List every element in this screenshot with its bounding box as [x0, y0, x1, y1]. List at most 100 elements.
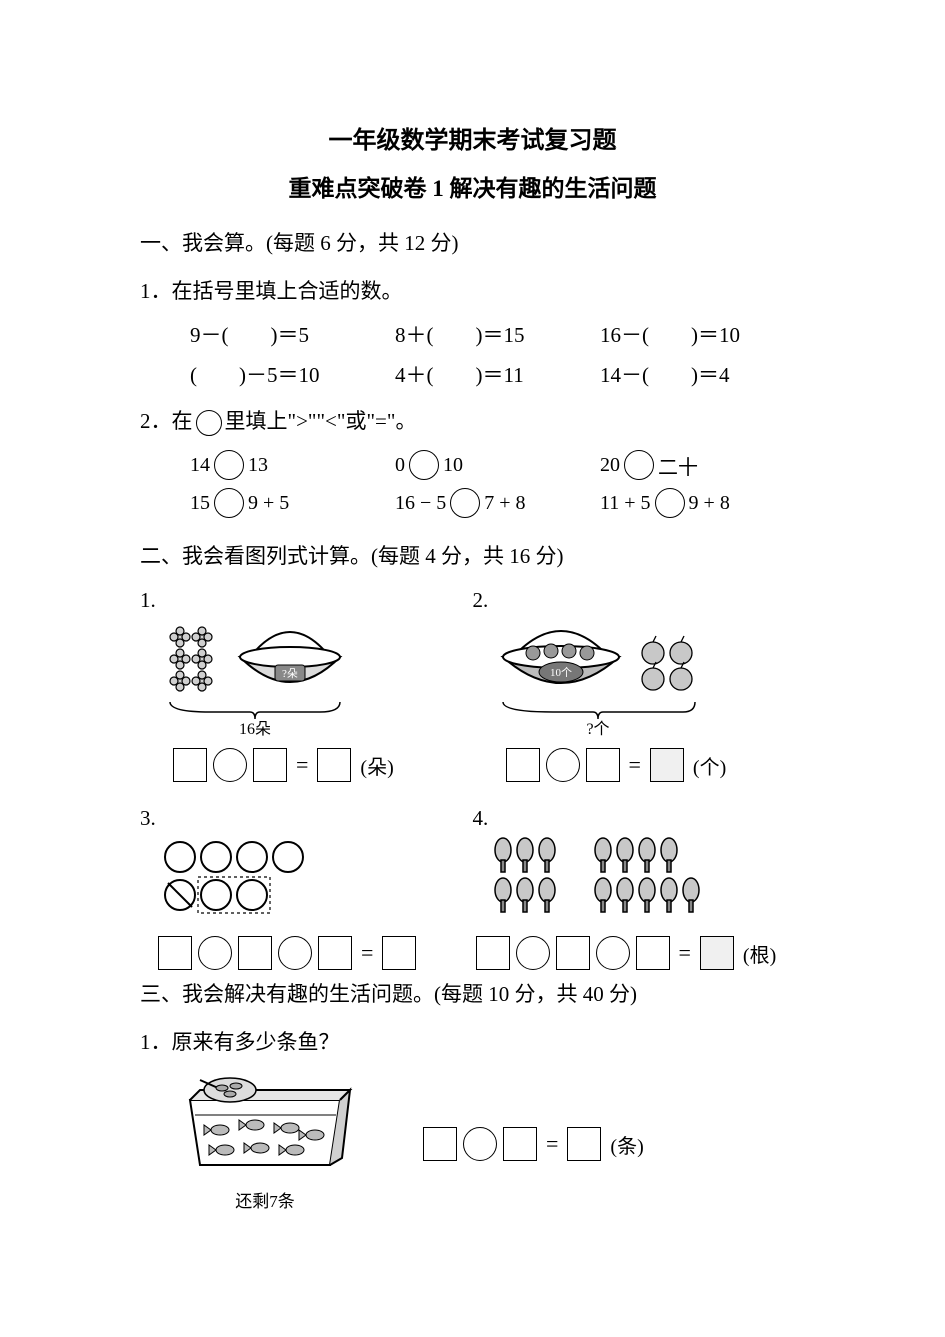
cmp-r: 10	[443, 454, 463, 477]
s1-q2-label: 2．在 里填上">""<"或"="。	[140, 405, 805, 436]
operator-circle[interactable]	[463, 1127, 497, 1161]
operator-circle[interactable]	[278, 936, 312, 970]
equals-sign: =	[296, 752, 308, 778]
equals-sign: =	[679, 940, 691, 966]
s2-row1: 1.	[140, 588, 805, 782]
svg-text:?个: ?个	[586, 720, 609, 737]
s1-q2-post: 里填上">""<"或"="。	[225, 409, 417, 433]
compare-row: 14 13 0 10 20 二十	[190, 450, 805, 480]
eq-cell: 14－( )＝4	[600, 359, 805, 389]
unit-label: (根)	[743, 939, 776, 968]
answer-box[interactable]	[173, 748, 207, 782]
figure-apples-basket: 10个 ?个	[473, 617, 806, 742]
q-number: 1.	[140, 588, 156, 613]
compare-cell: 14 13	[190, 450, 395, 480]
answer-box[interactable]	[318, 936, 352, 970]
answer-box[interactable]	[636, 936, 670, 970]
equation-line: = (条)	[360, 1127, 644, 1161]
eq-cell: 4＋( )＝11	[395, 359, 600, 389]
answer-box[interactable]	[650, 748, 684, 782]
eq-cell: 9－( )＝5	[190, 319, 395, 349]
s2-q4: 4.	[473, 806, 806, 970]
operator-circle[interactable]	[596, 936, 630, 970]
fish-caption: 还剩7条	[170, 1187, 360, 1212]
equation-line: = (根)	[473, 936, 806, 970]
operator-circle[interactable]	[546, 748, 580, 782]
s3-q1-label: 1．原来有多少条鱼？	[140, 1026, 805, 1056]
cmp-l: 15	[190, 492, 210, 515]
unit-label: (个)	[693, 751, 726, 780]
answer-box[interactable]	[476, 936, 510, 970]
compare-circle[interactable]	[214, 450, 244, 480]
s1-q2-pre: 2．在	[140, 409, 193, 433]
basket-label: ?朵	[282, 667, 298, 680]
fish-tank-icon	[170, 1070, 360, 1180]
answer-box[interactable]	[556, 936, 590, 970]
cmp-l: 0	[395, 454, 405, 477]
figure-flowers-basket: ?朵 16朵	[140, 617, 473, 742]
compare-cell: 15 9 + 5	[190, 488, 395, 518]
answer-box[interactable]	[700, 936, 734, 970]
eq-cell: 16－( )＝10	[600, 319, 805, 349]
eq-cell: ( )－5＝10	[190, 359, 395, 389]
cmp-l: 16 − 5	[395, 492, 446, 515]
cmp-r: 13	[248, 454, 268, 477]
compare-circle[interactable]	[409, 450, 439, 480]
compare-circle[interactable]	[214, 488, 244, 518]
compare-cell: 11 + 5 9 + 8	[600, 488, 805, 518]
section2-heading: 二、我会看图列式计算。(每题 4 分，共 16 分)	[140, 540, 805, 570]
q-number: 2.	[473, 588, 489, 613]
compare-circle[interactable]	[450, 488, 480, 518]
compare-cell: 20 二十	[600, 450, 805, 480]
cmp-l: 20	[600, 454, 620, 477]
s2-q2: 2. 10个	[473, 588, 806, 782]
answer-box[interactable]	[238, 936, 272, 970]
answer-box[interactable]	[317, 748, 351, 782]
operator-circle[interactable]	[516, 936, 550, 970]
answer-box[interactable]	[423, 1127, 457, 1161]
compare-circle[interactable]	[655, 488, 685, 518]
svg-text:10个: 10个	[550, 666, 572, 679]
cmp-r: 9 + 8	[689, 492, 730, 515]
cmp-l: 11 + 5	[600, 492, 651, 515]
figure-popsicles	[473, 835, 806, 930]
equals-sign: =	[629, 752, 641, 778]
answer-box[interactable]	[567, 1127, 601, 1161]
section1-heading: 一、我会算。(每题 6 分，共 12 分)	[140, 227, 805, 257]
operator-circle[interactable]	[213, 748, 247, 782]
cmp-r: 7 + 8	[484, 492, 525, 515]
answer-box[interactable]	[253, 748, 287, 782]
circle-icon	[196, 410, 222, 436]
equals-sign: =	[361, 940, 373, 966]
section3-heading: 三、我会解决有趣的生活问题。(每题 10 分，共 40 分)	[140, 978, 805, 1008]
figure-circles	[140, 835, 473, 930]
q-number: 4.	[473, 806, 489, 831]
equation-line: =	[140, 936, 473, 970]
main-title: 一年级数学期末考试复习题	[140, 120, 805, 155]
compare-cell: 0 10	[395, 450, 600, 480]
s1-q1-label: 1．在括号里填上合适的数。	[140, 275, 805, 305]
cmp-r: 二十	[658, 451, 698, 480]
worksheet-page: 一年级数学期末考试复习题 重难点突破卷 1 解决有趣的生活问题 一、我会算。(每…	[0, 0, 945, 1272]
s1-q2-block: 14 13 0 10 20 二十 15 9 + 5 16 − 5	[140, 450, 805, 518]
answer-box[interactable]	[158, 936, 192, 970]
answer-box[interactable]	[382, 936, 416, 970]
s2-q1: 1.	[140, 588, 473, 782]
s2-q3: 3. =	[140, 806, 473, 970]
answer-box[interactable]	[506, 748, 540, 782]
s3-q1-row: 还剩7条 = (条)	[140, 1070, 805, 1212]
answer-box[interactable]	[586, 748, 620, 782]
unit-label: (条)	[610, 1130, 643, 1159]
s1-q1-row1: 9－( )＝5 8＋( )＝15 16－( )＝10	[140, 319, 805, 349]
answer-box[interactable]	[503, 1127, 537, 1161]
operator-circle[interactable]	[198, 936, 232, 970]
equation-line: = (个)	[473, 748, 806, 782]
equals-sign: =	[546, 1131, 558, 1157]
subtitle: 重难点突破卷 1 解决有趣的生活问题	[140, 169, 805, 203]
total-label: 16朵	[239, 720, 271, 737]
fish-figure: 还剩7条	[140, 1070, 360, 1212]
compare-cell: 16 − 5 7 + 8	[395, 488, 600, 518]
compare-circle[interactable]	[624, 450, 654, 480]
equation-line: = (朵)	[140, 748, 473, 782]
q-number: 3.	[140, 806, 156, 831]
